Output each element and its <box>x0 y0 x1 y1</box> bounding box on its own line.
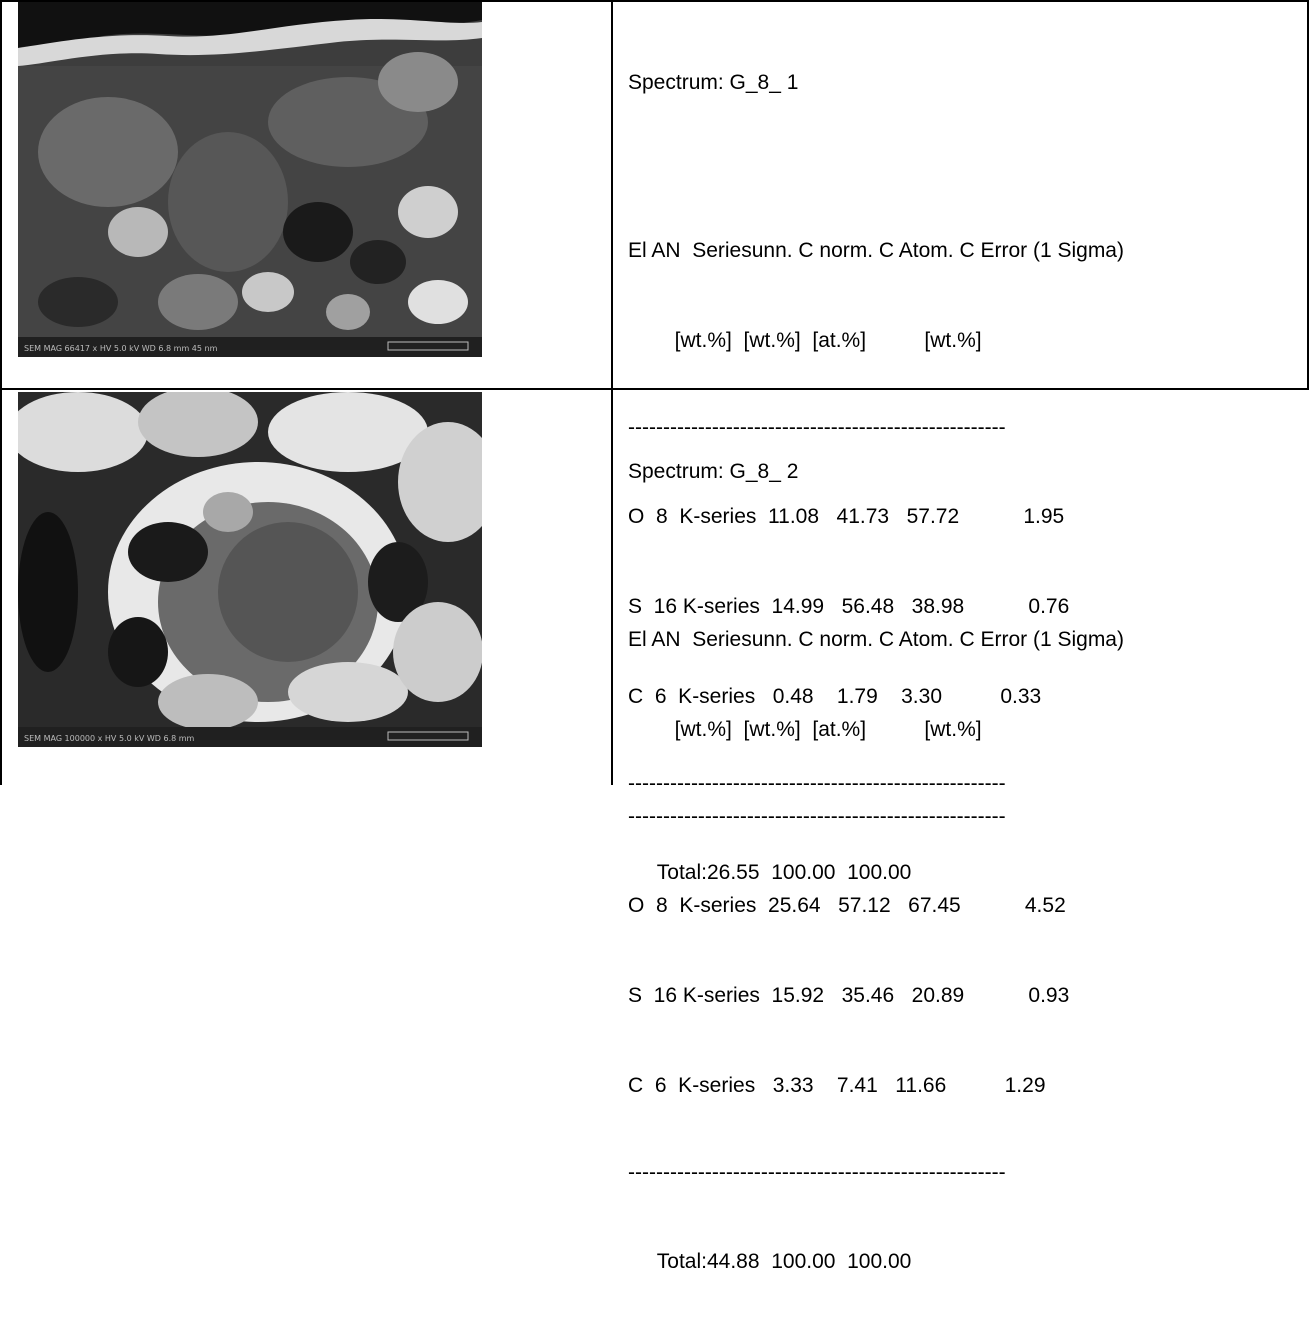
separator-bottom-2: ----------------------------------------… <box>628 1161 1006 1184</box>
eds-results-table: SEM MAG 66417 x HV 5.0 kV WD 6.8 mm 45 n… <box>0 0 1309 1273</box>
separator-top-1: ----------------------------------------… <box>628 416 1006 439</box>
table-row-divider <box>0 388 1309 390</box>
table-border-left <box>0 0 2 785</box>
separator-top-2: ----------------------------------------… <box>628 805 1006 828</box>
data-row: S 16 K-series 15.92 35.46 20.89 0.93 <box>628 984 1070 1007</box>
table-border-right <box>1307 0 1309 390</box>
spectrum-block-1: Spectrum: G_8_ 1 El AN Seriesunn. C norm… <box>628 8 1298 948</box>
sem-caption-1: SEM MAG 66417 x HV 5.0 kV WD 6.8 mm 45 n… <box>24 344 218 353</box>
sem-micrograph-2: SEM MAG 100000 x HV 5.0 kV WD 6.8 mm <box>18 392 482 747</box>
column-header-1: El AN Seriesunn. C norm. C Atom. C Error… <box>628 239 1124 262</box>
table-border-middle <box>611 0 613 785</box>
sem-image-2: SEM MAG 100000 x HV 5.0 kV WD 6.8 mm <box>18 392 482 747</box>
total-row-2: Total:44.88 100.00 100.00 <box>628 1250 912 1273</box>
data-row: S 16 K-series 14.99 56.48 38.98 0.76 <box>628 595 1070 618</box>
table-border-top <box>0 0 1309 2</box>
spectrum-title-2: Spectrum: G_8_ 2 <box>628 460 799 483</box>
data-row: C 6 K-series 0.48 1.79 3.30 0.33 <box>628 685 1042 708</box>
data-row: O 8 K-series 11.08 41.73 57.72 1.95 <box>628 505 1065 528</box>
sem-caption-2: SEM MAG 100000 x HV 5.0 kV WD 6.8 mm <box>24 734 195 743</box>
column-header-2: El AN Seriesunn. C norm. C Atom. C Error… <box>628 628 1124 651</box>
data-row: C 6 K-series 3.33 7.41 11.66 1.29 <box>628 1074 1046 1097</box>
sem-micrograph-1: SEM MAG 66417 x HV 5.0 kV WD 6.8 mm 45 n… <box>18 2 482 357</box>
spectrum-title-1: Spectrum: G_8_ 1 <box>628 71 799 94</box>
data-row: O 8 K-series 25.64 57.12 67.45 4.52 <box>628 894 1066 917</box>
column-units-2: [wt.%] [wt.%] [at.%] [wt.%] <box>628 718 982 741</box>
column-units-1: [wt.%] [wt.%] [at.%] [wt.%] <box>628 329 982 352</box>
spectrum-block-2: Spectrum: G_8_ 2 El AN Seriesunn. C norm… <box>628 397 1298 1337</box>
sem-image-1: SEM MAG 66417 x HV 5.0 kV WD 6.8 mm 45 n… <box>18 2 482 357</box>
